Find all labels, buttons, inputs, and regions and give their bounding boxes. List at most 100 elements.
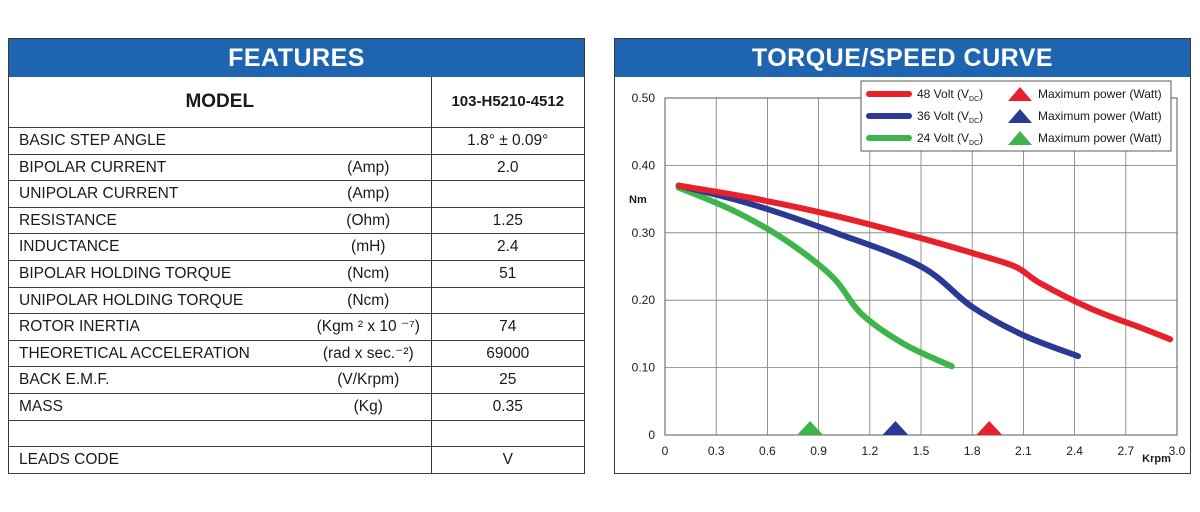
x-tick-label: 0.6 xyxy=(759,444,776,458)
max-power-marker xyxy=(882,421,909,435)
spec-name: UNIPOLAR HOLDING TORQUE xyxy=(9,286,306,314)
x-tick-label: 1.8 xyxy=(964,444,981,458)
spec-unit: (Amp) xyxy=(306,153,432,181)
spec-name: THEORETICAL ACCELERATION xyxy=(9,339,306,367)
legend-series-label: 36 Volt (VDC) xyxy=(917,109,983,125)
x-tick-label: 2.4 xyxy=(1066,444,1083,458)
x-tick-label: 2.1 xyxy=(1015,444,1032,458)
spec-name: MASS xyxy=(9,392,306,421)
spec-name: RESISTANCE xyxy=(9,206,306,234)
spec-unit: (V/Krpm) xyxy=(306,366,432,394)
spec-unit xyxy=(306,127,432,155)
spec-name: UNIPOLAR CURRENT xyxy=(9,180,306,208)
spec-value: 1.8° ± 0.09° xyxy=(430,127,585,155)
spec-name: LEADS CODE xyxy=(9,446,306,473)
spec-value xyxy=(430,419,585,447)
spec-name: BACK E.M.F. xyxy=(9,366,306,394)
spec-name: ROTOR INERTIA xyxy=(9,313,306,341)
spec-unit: (mH) xyxy=(306,233,432,261)
torque-speed-panel: TORQUE/SPEED CURVE 0 0.3 0.6 0.9 1.2 1.5 1.8 2.… xyxy=(614,38,1191,474)
spec-row xyxy=(9,419,585,447)
spec-unit: (Ncm) xyxy=(306,286,432,314)
spec-row: LEADS CODE V xyxy=(9,446,585,473)
spec-value: V xyxy=(430,446,585,473)
y-tick-label: 0.30 xyxy=(632,226,656,240)
max-power-markers xyxy=(797,421,1003,435)
spec-unit: (rad x sec.⁻²) xyxy=(306,339,432,367)
spec-value: 2.4 xyxy=(430,233,585,261)
chart-series xyxy=(675,182,1174,370)
legend-max-power-label: Maximum power (Watt) xyxy=(1038,131,1162,145)
chart-axes: 0 0.3 0.6 0.9 1.2 1.5 1.8 2.1 2.4 2.7 3.0 0 0.10 0.20… xyxy=(629,91,1186,465)
chart-title: TORQUE/SPEED CURVE xyxy=(615,39,1190,77)
spec-value: 51 xyxy=(430,259,585,288)
legend-max-power-marker xyxy=(1008,131,1032,145)
legend-max-power-label: Maximum power (Watt) xyxy=(1038,109,1162,123)
spec-row: ROTOR INERTIA (Kgm ² x 10 ⁻⁷) 74 xyxy=(9,313,585,341)
spec-row: RESISTANCE (Ohm) 1.25 xyxy=(9,206,585,234)
spec-row: MASS (Kg) 0.35 xyxy=(9,392,585,421)
spec-row: INDUCTANCE (mH) 2.4 xyxy=(9,233,585,261)
legend-max-power-marker xyxy=(1008,87,1032,101)
spec-row: UNIPOLAR CURRENT (Amp) xyxy=(9,180,585,208)
series-line xyxy=(675,184,955,370)
spec-value xyxy=(430,180,585,208)
spec-value: 74 xyxy=(430,313,585,341)
spec-value: 2.0 xyxy=(430,153,585,181)
spec-value: 69000 xyxy=(430,339,585,367)
x-tick-label: 2.7 xyxy=(1117,444,1134,458)
x-tick-label: 3.0 xyxy=(1169,444,1186,458)
spec-name: BIPOLAR CURRENT xyxy=(9,153,306,181)
legend-max-power-label: Maximum power (Watt) xyxy=(1038,87,1162,101)
spec-name xyxy=(9,419,306,447)
legend-series-label: 48 Volt (VDC) xyxy=(917,87,983,103)
spec-unit: (Amp) xyxy=(306,180,432,208)
y-tick-label: 0.20 xyxy=(632,293,656,307)
spec-unit xyxy=(306,446,432,473)
spec-row: UNIPOLAR HOLDING TORQUE (Ncm) xyxy=(9,286,585,314)
y-tick-label: 0 xyxy=(648,428,655,442)
legend-series-label: 24 Volt (VDC) xyxy=(917,131,983,147)
y-axis-label: Nm xyxy=(629,194,647,206)
x-tick-label: 1.2 xyxy=(861,444,878,458)
spec-unit: (Ncm) xyxy=(306,259,432,288)
spec-row: THEORETICAL ACCELERATION (rad x sec.⁻²) 69… xyxy=(9,339,585,367)
spec-value: 25 xyxy=(430,366,585,394)
chart-grid xyxy=(664,97,1178,436)
spec-unit: (Kgm ² x 10 ⁻⁷) xyxy=(306,313,432,341)
spec-unit: (Kg) xyxy=(306,392,432,421)
spec-row: BIPOLAR CURRENT (Amp) 2.0 xyxy=(9,153,585,181)
x-tick-label: 0.9 xyxy=(810,444,827,458)
y-tick-label: 0.50 xyxy=(632,91,656,105)
model-row: MODEL 103-H5210-4512 xyxy=(9,77,585,128)
series-line xyxy=(675,182,1174,343)
series-line xyxy=(675,182,1082,360)
y-tick-label: 0.10 xyxy=(632,361,656,375)
spec-value: 0.35 xyxy=(430,392,585,421)
max-power-marker xyxy=(797,421,824,435)
x-axis-label: Krpm xyxy=(1142,453,1171,465)
features-panel: FEATURES MODEL 103-H5210-4512 BASIC STEP… xyxy=(8,38,585,474)
x-tick-label: 0 xyxy=(662,444,669,458)
max-power-marker xyxy=(976,421,1003,435)
spec-row: BASIC STEP ANGLE 1.8° ± 0.09° xyxy=(9,127,585,155)
torque-speed-chart: 0 0.3 0.6 0.9 1.2 1.5 1.8 2.1 2.4 2.7 3.0 0 0.10 0.20… xyxy=(629,80,1186,465)
x-tick-label: 0.3 xyxy=(708,444,725,458)
spec-row: BACK E.M.F. (V/Krpm) 25 xyxy=(9,366,585,394)
model-value: 103-H5210-4512 xyxy=(430,77,585,128)
spec-row: BIPOLAR HOLDING TORQUE (Ncm) 51 xyxy=(9,259,585,288)
spec-name: BASIC STEP ANGLE xyxy=(9,127,306,155)
model-label: MODEL xyxy=(185,91,255,112)
features-title: FEATURES xyxy=(9,39,584,77)
spec-value: 1.25 xyxy=(430,206,585,234)
spec-unit: (Ohm) xyxy=(306,206,432,234)
spec-value xyxy=(430,286,585,314)
chart-legend: 48 Volt (VDC) Maximum power (Watt) 36 Volt… xyxy=(860,80,1172,152)
legend-max-power-marker xyxy=(1008,109,1032,123)
spec-name: BIPOLAR HOLDING TORQUE xyxy=(9,259,306,288)
spec-name: INDUCTANCE xyxy=(9,233,306,261)
y-tick-label: 0.40 xyxy=(632,158,656,172)
features-table: MODEL 103-H5210-4512 BASIC STEP ANGLE 1.8… xyxy=(9,77,585,473)
x-tick-label: 1.5 xyxy=(913,444,930,458)
spec-unit xyxy=(306,419,432,447)
